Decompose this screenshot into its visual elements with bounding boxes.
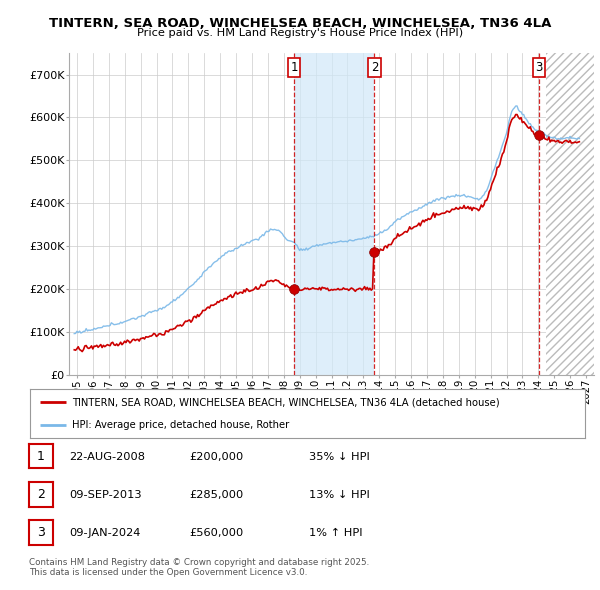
Text: TINTERN, SEA ROAD, WINCHELSEA BEACH, WINCHELSEA, TN36 4LA: TINTERN, SEA ROAD, WINCHELSEA BEACH, WIN… [49,17,551,30]
Text: 09-SEP-2013: 09-SEP-2013 [69,490,142,500]
Text: 35% ↓ HPI: 35% ↓ HPI [309,452,370,461]
Text: 09-JAN-2024: 09-JAN-2024 [69,529,140,538]
Text: 2: 2 [371,61,378,74]
Text: £560,000: £560,000 [189,529,243,538]
Text: 1% ↑ HPI: 1% ↑ HPI [309,529,362,538]
Text: Price paid vs. HM Land Registry's House Price Index (HPI): Price paid vs. HM Land Registry's House … [137,28,463,38]
Bar [294,53,374,375]
Text: £285,000: £285,000 [189,490,243,500]
Text: 1: 1 [37,450,45,463]
Bar [546,53,594,375]
Text: TINTERN, SEA ROAD, WINCHELSEA BEACH, WINCHELSEA, TN36 4LA (detached house): TINTERN, SEA ROAD, WINCHELSEA BEACH, WIN… [71,398,499,408]
Text: 3: 3 [37,526,45,539]
Text: 2: 2 [37,488,45,501]
Text: 13% ↓ HPI: 13% ↓ HPI [309,490,370,500]
Text: £200,000: £200,000 [189,452,243,461]
Text: 3: 3 [535,61,542,74]
Text: Contains HM Land Registry data © Crown copyright and database right 2025.
This d: Contains HM Land Registry data © Crown c… [29,558,369,577]
Text: HPI: Average price, detached house, Rother: HPI: Average price, detached house, Roth… [71,419,289,430]
Text: 22-AUG-2008: 22-AUG-2008 [69,452,145,461]
Text: 1: 1 [290,61,298,74]
